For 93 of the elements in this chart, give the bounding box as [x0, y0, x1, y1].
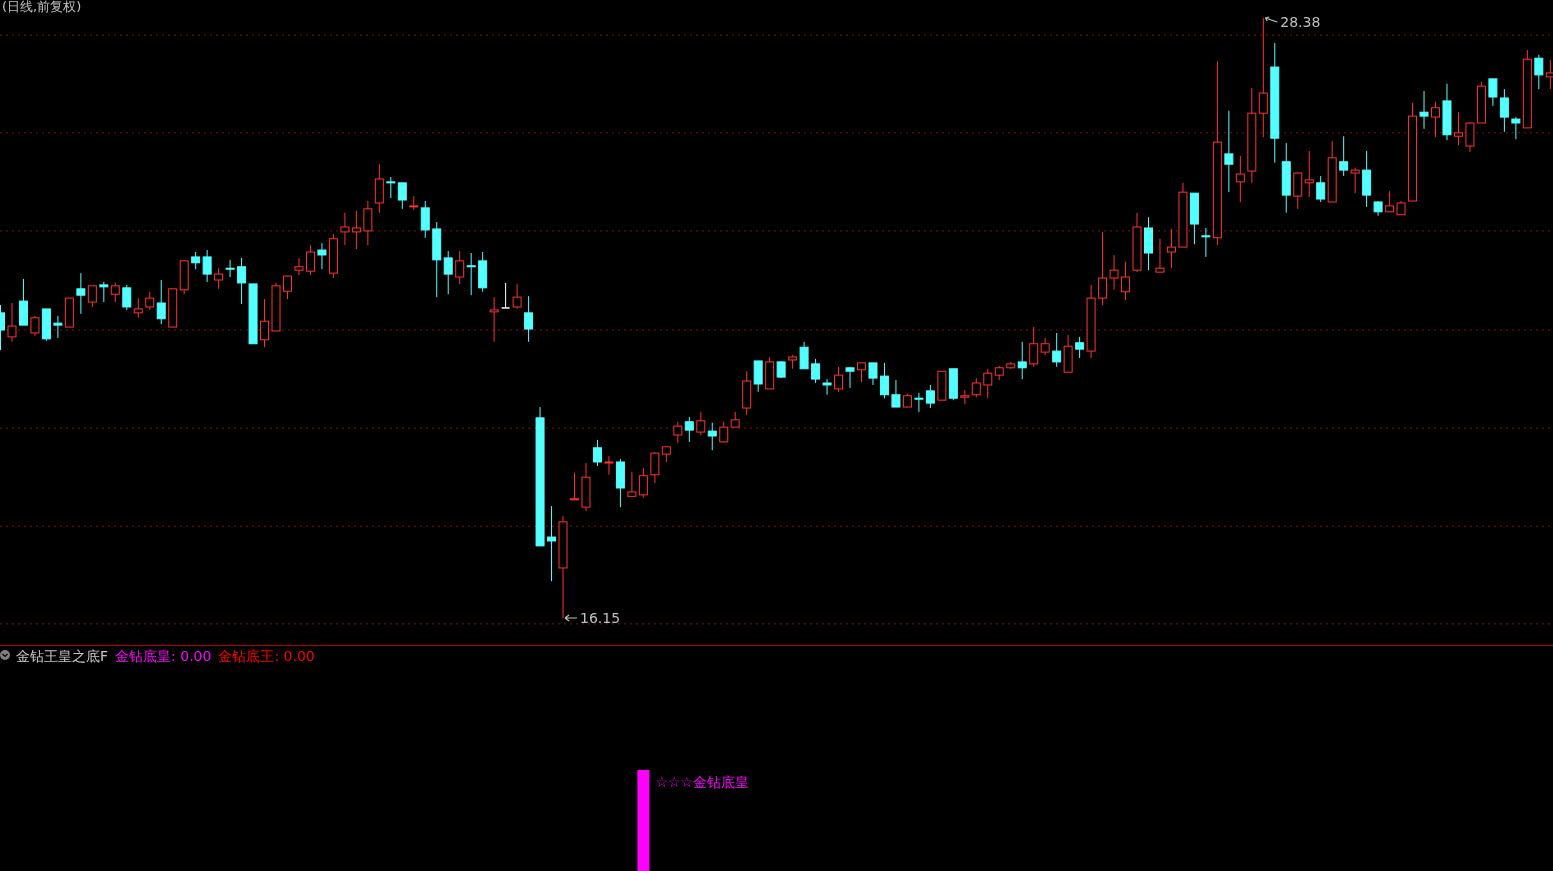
- candlestick: [351, 210, 361, 250]
- candlestick: [719, 421, 729, 444]
- candlestick: [638, 467, 648, 499]
- candlestick: [914, 392, 924, 413]
- candlestick: [1488, 78, 1498, 107]
- candlestick: [1052, 332, 1062, 368]
- candlestick: [1316, 175, 1326, 203]
- candlestick: [707, 422, 717, 451]
- candlestick: [512, 283, 522, 310]
- annotation: 28.38: [1280, 14, 1321, 30]
- candlestick: [237, 257, 247, 305]
- candlestick: [799, 341, 809, 370]
- candlestick: [891, 379, 901, 408]
- candlestick: [1511, 116, 1521, 140]
- candlestick: [1304, 150, 1314, 198]
- candlestick: [340, 212, 350, 246]
- candlestick: [305, 244, 315, 276]
- candlestick: [397, 182, 407, 210]
- candlestick: [1029, 326, 1039, 368]
- chart-title: (日线,前复权): [2, 0, 82, 14]
- candlestick: [110, 282, 120, 303]
- candlestick: [386, 176, 396, 199]
- candlestick: [524, 295, 534, 343]
- candlestick: [1453, 111, 1463, 146]
- candlestick: [500, 282, 511, 309]
- candlestick: [156, 279, 166, 325]
- candlestick: [1098, 231, 1108, 306]
- candlestick: [317, 242, 327, 270]
- candlestick: [99, 281, 109, 303]
- chart-title: 金钻王皇之底F: [16, 648, 109, 664]
- candlestick: [1293, 171, 1303, 210]
- candlestick: [1534, 54, 1544, 90]
- candlestick: [1385, 190, 1395, 213]
- candlestick: [7, 302, 17, 343]
- candlestick: [294, 257, 304, 276]
- candlestick: [133, 297, 143, 319]
- candlestick: [1499, 88, 1509, 133]
- candlestick: [1109, 254, 1119, 291]
- candlestick: [570, 472, 579, 501]
- candlestick: [673, 421, 683, 444]
- annotation: 16.15: [580, 610, 621, 626]
- candlestick: [1350, 167, 1360, 194]
- candlestick: [1017, 341, 1027, 380]
- candlestick: [87, 285, 97, 308]
- candlestick: [283, 275, 292, 300]
- candlestick: [834, 366, 844, 393]
- candlestick: [225, 259, 235, 278]
- candlestick: [1235, 155, 1245, 203]
- candlestick: [1465, 121, 1475, 153]
- candlestick: [753, 360, 763, 393]
- candlestick: [30, 315, 40, 337]
- candlestick: [1339, 135, 1349, 177]
- candlestick: [857, 362, 866, 383]
- candlestick: [76, 272, 86, 315]
- candlestick: [983, 368, 993, 399]
- candlestick: [1419, 90, 1429, 130]
- candlestick: [811, 358, 821, 384]
- candlestick: [627, 471, 637, 497]
- candlestick: [214, 267, 224, 290]
- candlestick: [202, 249, 212, 283]
- legend-label: 金钻底王: 0.00: [218, 648, 315, 664]
- candlestick: [420, 200, 430, 239]
- candlestick: [466, 252, 476, 296]
- candlestick: [604, 455, 614, 476]
- candlestick: [1166, 228, 1176, 269]
- candlestick: [1431, 101, 1440, 138]
- candlestick: [868, 362, 878, 386]
- candlestick: [650, 451, 660, 484]
- candlestick: [1121, 261, 1131, 301]
- candlestick: [971, 377, 981, 398]
- candlestick: [822, 378, 832, 396]
- candlestick: [145, 291, 155, 311]
- candlestick: [592, 439, 602, 467]
- candlestick: [547, 505, 557, 582]
- candlestick: [443, 250, 453, 295]
- text: 金钻底皇: 0.00: [115, 648, 212, 664]
- candlestick: [1155, 238, 1165, 273]
- candlestick: [1258, 17, 1268, 138]
- candlestick: [1075, 336, 1085, 359]
- candlestick: [696, 411, 706, 436]
- candlestick: [684, 416, 694, 443]
- candlestick: [260, 298, 270, 348]
- candlestick: [1224, 110, 1234, 193]
- candlestick: [53, 315, 63, 339]
- candlestick: [1545, 59, 1553, 90]
- candlestick: [363, 200, 373, 246]
- candlestick: [1201, 227, 1211, 258]
- candlestick: [489, 296, 499, 343]
- candlestick: [879, 362, 889, 399]
- candlestick: [925, 384, 935, 409]
- annotation: ☆☆☆金钻底皇: [655, 774, 750, 790]
- candlestick: [122, 284, 132, 311]
- candlestick: [455, 250, 465, 285]
